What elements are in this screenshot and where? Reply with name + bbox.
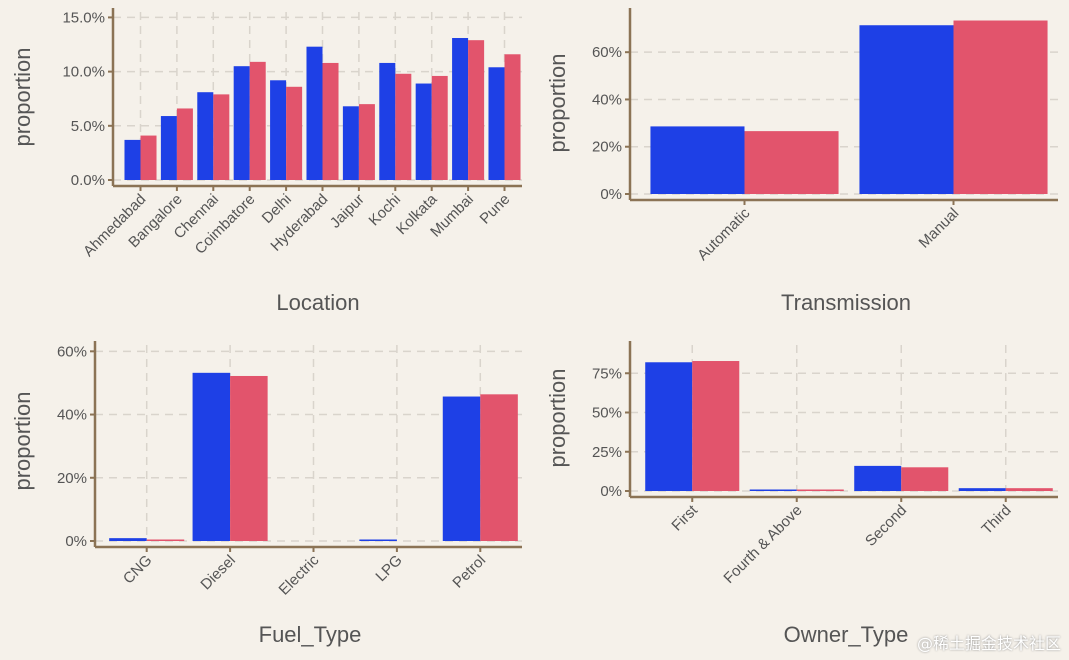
x-tick-label-third: Third bbox=[978, 502, 1014, 538]
bar-series2-cng bbox=[146, 539, 185, 541]
bar-series2-kochi bbox=[395, 73, 412, 180]
bar-series1-pune bbox=[488, 67, 505, 180]
bar-series2-bangalore bbox=[176, 108, 193, 180]
y-tick-label: 40% bbox=[592, 91, 622, 108]
bar-series1-first bbox=[645, 362, 693, 491]
y-tick-label: 0% bbox=[65, 533, 87, 550]
bar-series2-delhi bbox=[286, 86, 303, 180]
bar-series1-hyderabad bbox=[306, 46, 323, 181]
y-axis-title: proportion bbox=[545, 53, 570, 152]
x-tick-label-manual: Manual bbox=[916, 205, 963, 252]
y-axis-title: proportion bbox=[10, 47, 35, 146]
y-tick-label: 20% bbox=[592, 139, 622, 156]
bar-series2-second bbox=[901, 467, 949, 491]
bar-series1-second bbox=[854, 465, 902, 491]
y-tick-label: 0% bbox=[600, 186, 622, 203]
bar-series2-coimbatore bbox=[249, 61, 266, 180]
x-tick-label-first: First bbox=[668, 501, 701, 534]
y-tick-label: 60% bbox=[592, 44, 622, 61]
bar-series1-cng bbox=[109, 538, 147, 541]
bar-series2-mumbai bbox=[468, 40, 485, 180]
bar-series2-jaipur bbox=[358, 104, 375, 180]
y-axis-title: proportion bbox=[545, 368, 570, 467]
bar-series2-third bbox=[1005, 488, 1053, 491]
y-tick-label: 0% bbox=[600, 483, 622, 500]
x-tick-label-diesel: Diesel bbox=[197, 552, 238, 593]
y-axis-title: proportion bbox=[10, 391, 35, 490]
x-axis-title: Owner_Type bbox=[784, 622, 909, 647]
bar-series1-chennai bbox=[197, 92, 214, 180]
chart-panel-4: 0% 25% 50% 75% First Fourth & Above Second Thir… bbox=[545, 341, 1058, 647]
bar-series2-hyderabad bbox=[322, 62, 339, 180]
bar-series1-bangalore bbox=[160, 116, 177, 180]
bar-series1-mumbai bbox=[452, 38, 469, 180]
bar-series1-manual bbox=[859, 25, 954, 195]
bar-series1-coimbatore bbox=[233, 66, 250, 180]
bar-series1-petrol bbox=[442, 396, 481, 541]
y-tick-label: 10.0% bbox=[62, 64, 105, 81]
bar-series2-manual bbox=[953, 20, 1048, 194]
bar-series1-fourth-above bbox=[749, 489, 797, 491]
bar-series2-kolkata bbox=[431, 75, 448, 180]
x-tick-label-lpg: LPG bbox=[372, 552, 405, 585]
bar-series1-automatic bbox=[650, 126, 745, 194]
x-tick-label-cng: CNG bbox=[120, 552, 156, 588]
watermark: @稀土掘金技术社区 bbox=[916, 634, 1061, 653]
bar-series1-kochi bbox=[379, 62, 396, 180]
bar-series1-kolkata bbox=[415, 83, 432, 180]
bar-series2-pune bbox=[504, 54, 521, 181]
bar-series2-petrol bbox=[480, 394, 518, 541]
x-tick-label-pune: Pune bbox=[477, 191, 514, 228]
x-tick-label-second: Second bbox=[862, 502, 910, 550]
y-tick-label: 75% bbox=[592, 365, 622, 382]
y-tick-label: 0.0% bbox=[71, 172, 105, 189]
y-tick-label: 25% bbox=[592, 444, 622, 461]
bar-series2-fourth-above bbox=[796, 489, 844, 491]
bar-series2-chennai bbox=[213, 94, 230, 180]
bar-series1-third bbox=[958, 488, 1006, 491]
bar-series2-ahmedabad bbox=[140, 135, 157, 180]
bar-series1-lpg bbox=[359, 539, 397, 541]
chart-panel-2: 0% 20% 40% 60% Automatic Manual Transmission pr… bbox=[545, 8, 1058, 315]
bar-series1-diesel bbox=[192, 372, 231, 541]
x-tick-label-electric: Electric bbox=[276, 551, 323, 598]
x-axis-title: Location bbox=[276, 290, 359, 315]
x-axis-title: Transmission bbox=[781, 290, 911, 315]
y-tick-label: 40% bbox=[57, 407, 87, 424]
x-tick-label-petrol: Petrol bbox=[449, 552, 489, 592]
y-tick-label: 60% bbox=[57, 343, 87, 360]
x-tick-label-automatic: Automatic bbox=[694, 204, 754, 264]
bar-series1-delhi bbox=[270, 80, 287, 180]
x-tick-label-jaipur: Jaipur bbox=[327, 191, 368, 232]
y-tick-label: 20% bbox=[57, 470, 87, 487]
bar-series1-ahmedabad bbox=[124, 139, 141, 180]
x-tick-label-fourth-above: Fourth & Above bbox=[720, 502, 805, 587]
bar-series2-diesel bbox=[230, 375, 268, 541]
y-tick-label: 50% bbox=[592, 405, 622, 422]
x-axis-title: Fuel_Type bbox=[259, 622, 362, 647]
bar-series2-automatic bbox=[744, 131, 839, 194]
bar-series1-jaipur bbox=[342, 106, 359, 180]
chart-panel-1: 0.0%5.0%10.0%15.0%AhmedabadBangaloreChen… bbox=[10, 8, 522, 315]
bar-series2-first bbox=[692, 361, 740, 491]
y-tick-label: 15.0% bbox=[62, 9, 105, 26]
chart-panel-3: 0% 20% 40% 60% CNG Diesel Electric LPG Petrol Fue… bbox=[10, 341, 522, 647]
y-tick-label: 5.0% bbox=[71, 118, 105, 135]
